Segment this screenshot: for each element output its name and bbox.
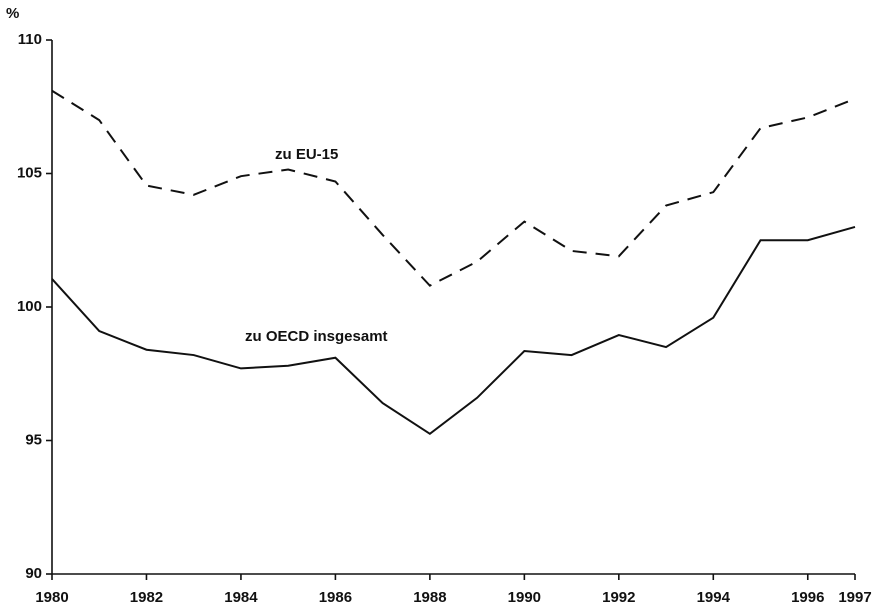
- y-tick-label: 100: [17, 298, 42, 315]
- series-label: zu EU-15: [275, 146, 338, 163]
- y-tick-label: 95: [25, 431, 42, 448]
- x-tick-label: 1982: [130, 589, 163, 606]
- series-line: [51, 89, 856, 287]
- y-tick-label: 105: [17, 164, 42, 181]
- x-tick-label: 1990: [508, 589, 541, 606]
- x-tick-label: 1986: [319, 589, 352, 606]
- y-axis-label: %: [6, 5, 19, 22]
- x-tick-label: 1997: [838, 589, 871, 606]
- series-line: [51, 225, 856, 436]
- x-tick-label: 1996: [791, 589, 824, 606]
- x-tick-label: 1988: [413, 589, 446, 606]
- series-label: zu OECD insgesamt: [245, 328, 388, 345]
- x-tick-label: 1980: [35, 589, 68, 606]
- x-tick-label: 1992: [602, 589, 635, 606]
- y-tick-label: 110: [18, 31, 42, 48]
- x-tick-label: 1994: [697, 589, 731, 606]
- x-tick-label: 1984: [224, 589, 258, 606]
- y-tick-label: 90: [25, 565, 42, 582]
